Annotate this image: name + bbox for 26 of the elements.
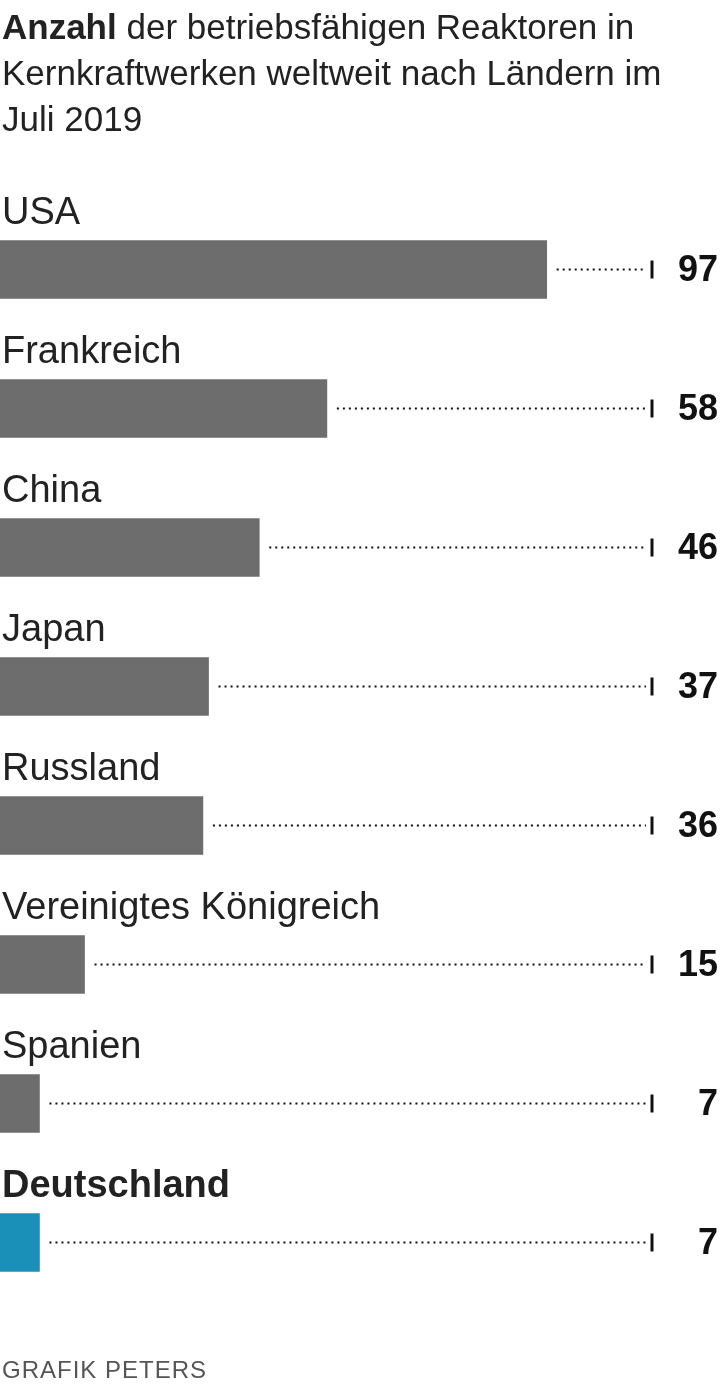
text: GRAFIK PETERS	[2, 1356, 209, 1384]
bar	[0, 379, 328, 438]
y-tick-label: China	[2, 467, 103, 510]
bar	[0, 657, 209, 716]
data-label: 15	[677, 943, 718, 985]
bar	[0, 518, 260, 577]
data-label: 36	[677, 804, 718, 846]
y-tick-label: Deutschland	[2, 1162, 231, 1205]
data-label: 46	[677, 526, 718, 568]
data-label: 97	[677, 248, 718, 290]
bar	[0, 935, 85, 994]
data-label: 7	[697, 1221, 718, 1263]
y-tick-label: Spanien	[2, 1023, 142, 1066]
y-tick-label: Japan	[2, 606, 106, 649]
data-label: 37	[677, 665, 718, 707]
data-label: 7	[697, 1082, 718, 1124]
y-tick-label: Vereinigtes Königreich	[2, 884, 381, 927]
y-tick-label: Russland	[2, 745, 161, 788]
bar	[0, 1213, 40, 1272]
bar	[0, 1074, 40, 1133]
data-label: 58	[677, 387, 718, 429]
bar	[0, 240, 548, 299]
y-tick-label: Frankreich	[2, 328, 182, 371]
bar	[0, 796, 204, 855]
y-tick-label: USA	[2, 189, 81, 232]
chart-title: Anzahl der betriebsfähigen Reaktoren in Kernkraftwerken weltweit nach Ländern im Juli 2019	[2, 6, 663, 140]
